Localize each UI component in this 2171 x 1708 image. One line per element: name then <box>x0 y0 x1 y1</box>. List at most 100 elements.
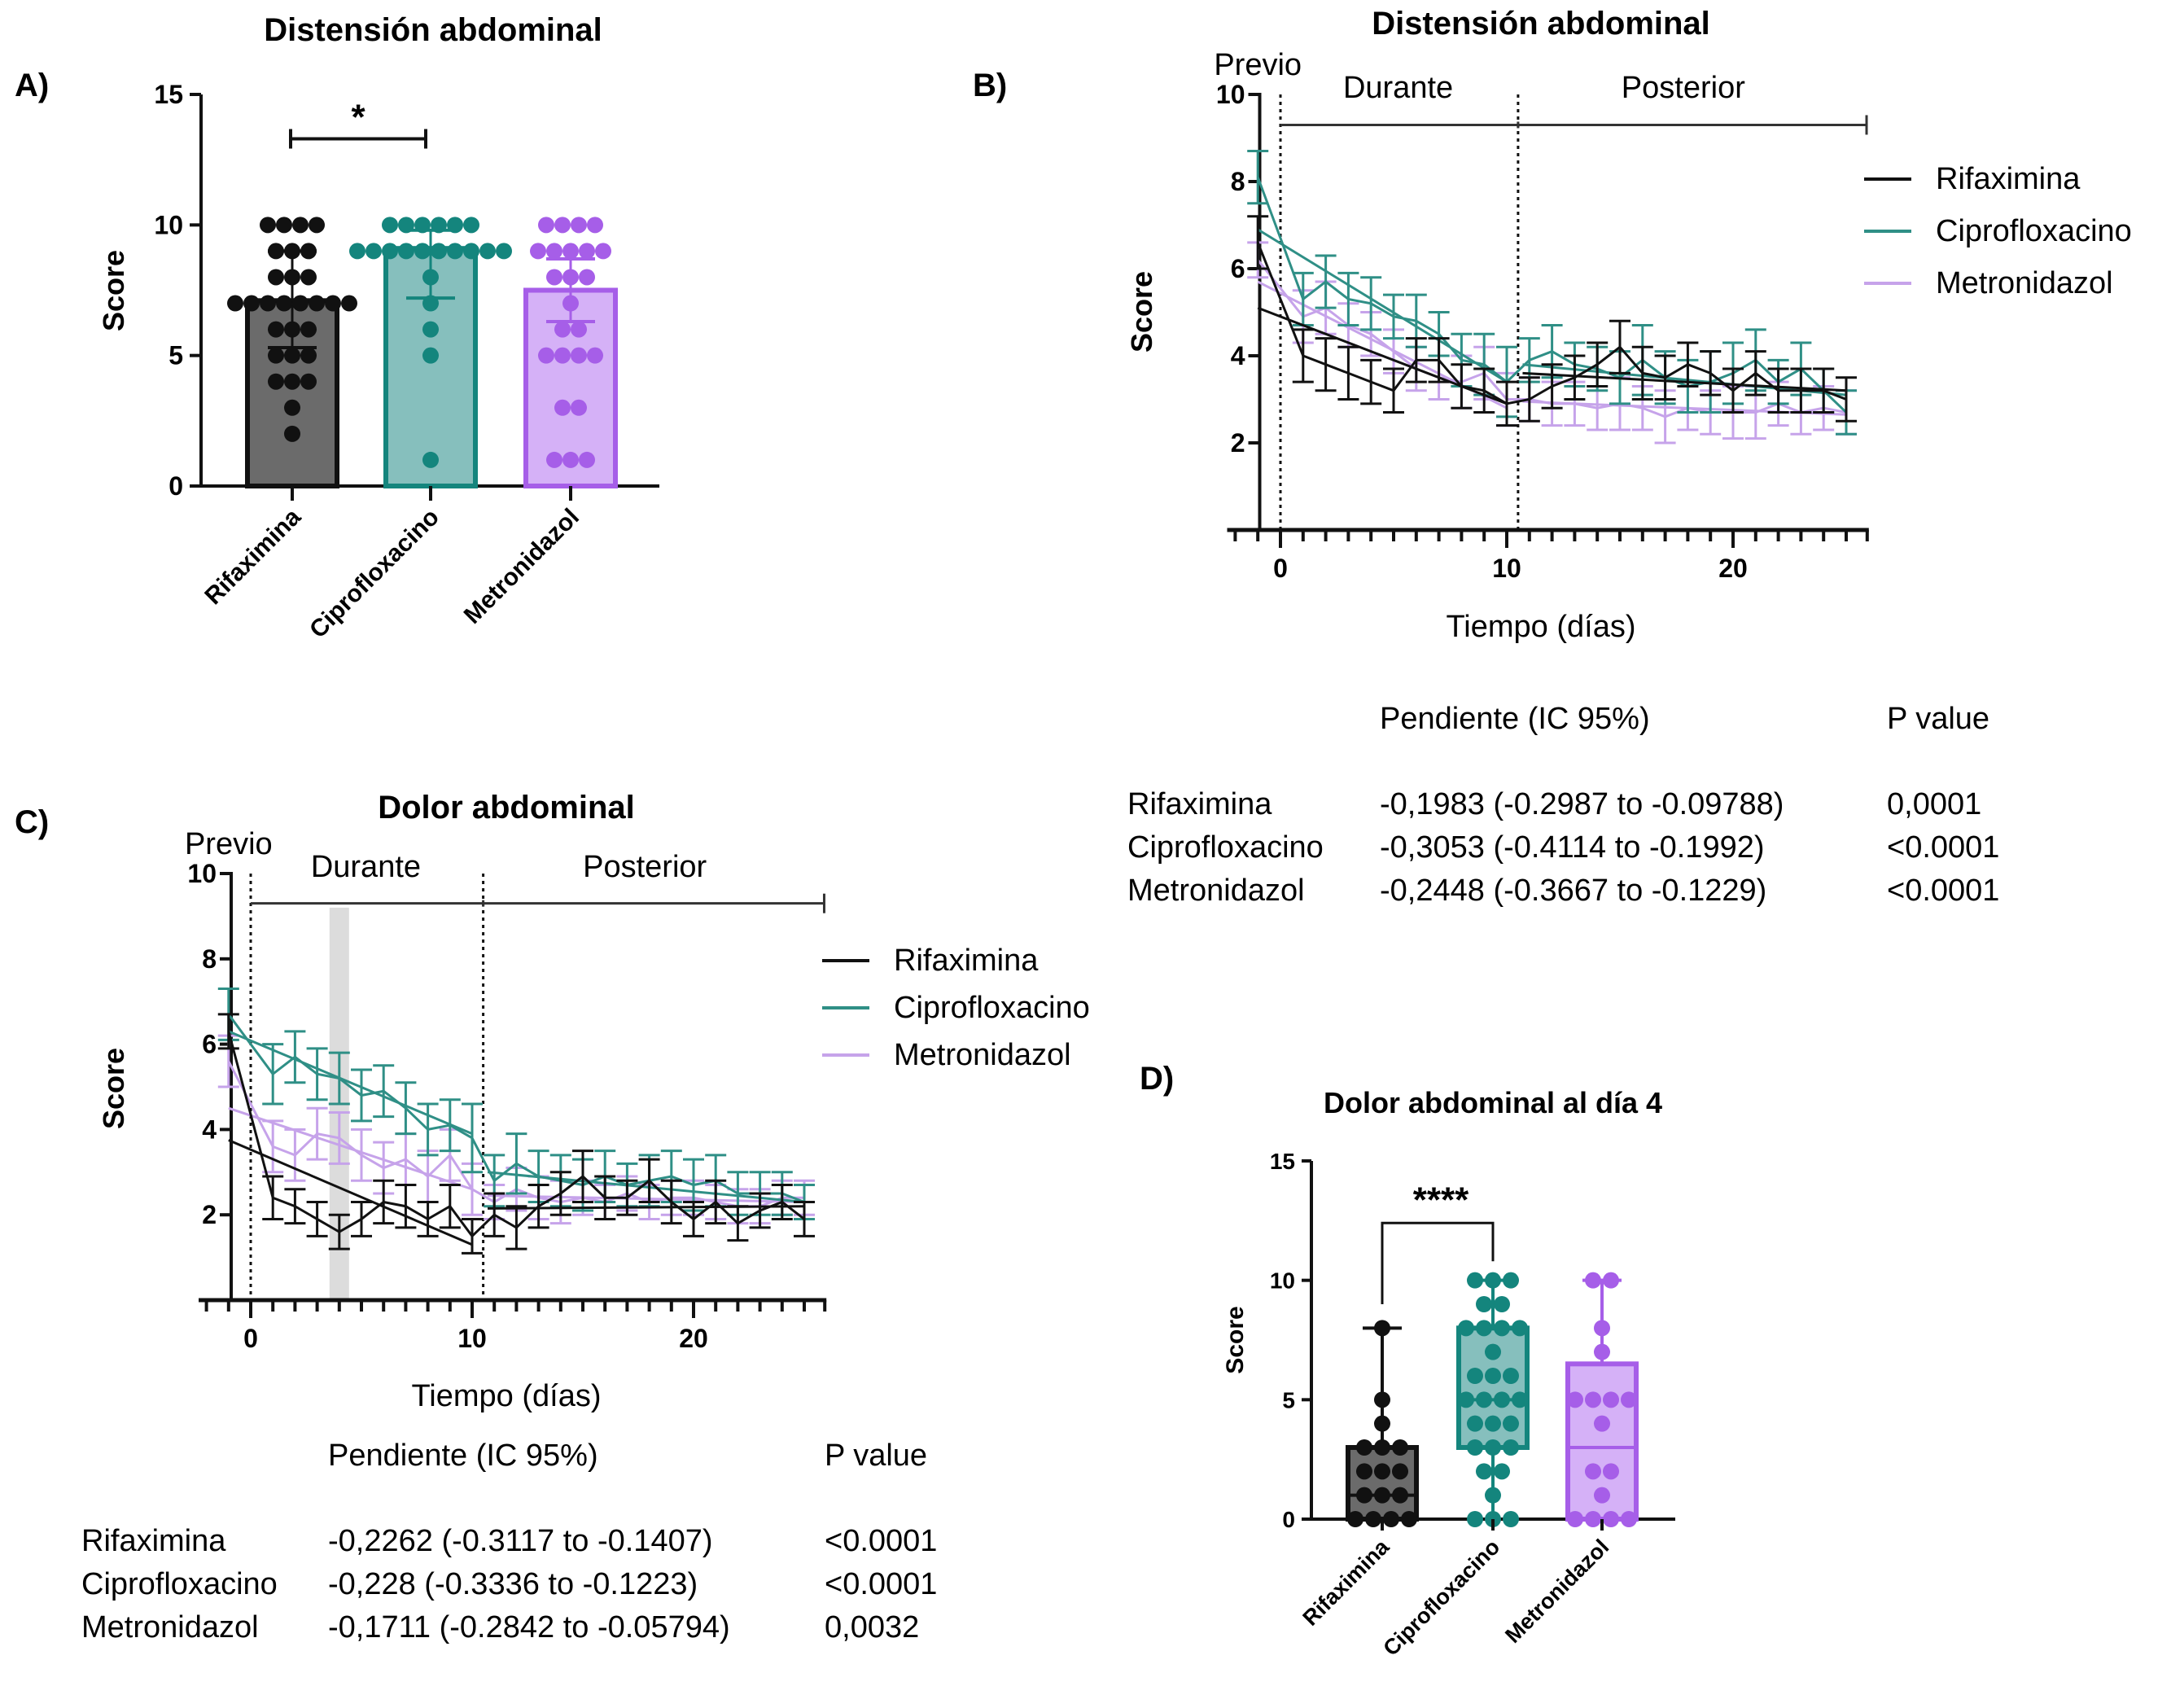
panel-b-stats-table: Pendiente (IC 95%) P value Rifaximina -0,19… <box>1127 702 1999 908</box>
data-point <box>1512 1320 1528 1337</box>
y-tick-label: 4 <box>202 1115 217 1144</box>
series-rifaximina <box>217 1013 815 1255</box>
data-point <box>1603 1463 1619 1480</box>
data-point <box>398 243 414 260</box>
data-point <box>554 321 571 338</box>
phase-label-durante: Durante <box>1343 71 1453 105</box>
stats-row-drug: Metronidazol <box>81 1610 259 1644</box>
x-category-label: Metronidazol <box>1500 1535 1613 1648</box>
data-point <box>1585 1272 1601 1289</box>
legend-label: Metronidazol <box>894 1038 1071 1072</box>
data-point <box>414 243 431 260</box>
data-point <box>1476 1296 1492 1312</box>
x-category-label: Rifaximina <box>199 503 306 610</box>
data-point <box>1485 1487 1501 1504</box>
y-tick-label: 10 <box>1270 1268 1295 1294</box>
y-tick-label: 10 <box>1216 80 1245 109</box>
data-point <box>579 243 595 260</box>
box-metronidazol <box>1565 1272 1639 1527</box>
panel-b-label: B) <box>973 68 1007 103</box>
stats-row-pvalue: <0.0001 <box>1887 874 1999 908</box>
data-point <box>284 243 300 260</box>
data-point <box>398 217 414 234</box>
data-point <box>422 321 439 338</box>
legend-label: Ciprofloxacino <box>1936 214 2132 248</box>
regression-line-posterior <box>487 1171 805 1203</box>
data-point <box>1621 1391 1637 1408</box>
data-point <box>571 399 587 416</box>
data-point <box>292 295 309 312</box>
box-rifaximina <box>1346 1320 1419 1527</box>
stats-row-pvalue: 0,0032 <box>825 1610 919 1644</box>
data-point <box>284 269 300 286</box>
data-point <box>284 347 300 364</box>
y-tick-label: 4 <box>1231 341 1245 370</box>
stats-row-drug: Ciprofloxacino <box>81 1567 278 1601</box>
data-point <box>1594 1415 1610 1432</box>
panel-a: A) Distensión abdominal Score 0 5 10 15 Rif… <box>15 12 659 643</box>
data-point <box>1494 1463 1510 1480</box>
data-point <box>227 295 243 312</box>
data-point <box>546 451 562 468</box>
data-point <box>1347 1511 1363 1527</box>
data-point <box>1485 1343 1501 1360</box>
data-point <box>1567 1391 1583 1408</box>
data-point <box>300 269 317 286</box>
data-point <box>1374 1463 1390 1480</box>
x-tick-label: 0 <box>243 1324 258 1353</box>
data-point <box>1374 1391 1390 1408</box>
data-point <box>530 243 546 260</box>
y-tick-label: 2 <box>1231 428 1245 458</box>
data-point <box>1603 1272 1619 1289</box>
data-point <box>284 373 300 390</box>
stats-row-drug: Ciprofloxacino <box>1127 830 1324 865</box>
data-point <box>447 217 463 234</box>
panel-c-xlabel: Tiempo (días) <box>412 1379 602 1413</box>
stats-row-slope: -0,1983 (-0.2987 to -0.09788) <box>1380 787 1784 821</box>
stats-header-slope: Pendiente (IC 95%) <box>1380 702 1650 736</box>
x-tick-label: 10 <box>457 1324 487 1353</box>
data-point <box>546 269 562 286</box>
data-point <box>1485 1368 1501 1384</box>
data-point <box>325 295 341 312</box>
panel-a-label: A) <box>15 68 49 103</box>
data-point <box>587 217 603 234</box>
stats-header-slope: Pendiente (IC 95%) <box>328 1439 598 1473</box>
panel-d-ylabel: Score <box>1222 1306 1249 1373</box>
phase-label-posterior: Posterior <box>583 850 707 884</box>
panel-b-title: Distensión abdominal <box>1372 6 1710 42</box>
data-point <box>414 217 431 234</box>
x-tick-label: 0 <box>1273 554 1288 583</box>
panel-c-stats-table: Pendiente (IC 95%) P value Rifaximina -0,22… <box>81 1439 937 1644</box>
data-point <box>447 243 463 260</box>
phase-label-previo: Previo <box>1214 48 1302 82</box>
x-category-label: Rifaximina <box>1298 1534 1394 1630</box>
y-tick-label: 10 <box>154 210 183 239</box>
data-point <box>1567 1511 1583 1527</box>
x-tick-label: 20 <box>1718 554 1748 583</box>
data-point <box>1603 1391 1619 1408</box>
legend-label: Rifaximina <box>894 944 1039 978</box>
mean-line <box>1256 177 1848 414</box>
stats-header-pvalue: P value <box>1887 702 1989 736</box>
panel-c-ylabel: Score <box>97 1048 130 1129</box>
data-point <box>268 347 284 364</box>
data-point <box>300 243 317 260</box>
data-point <box>341 295 357 312</box>
stats-row-pvalue: <0.0001 <box>1887 830 1999 865</box>
data-point <box>382 217 398 234</box>
data-point <box>1467 1439 1483 1456</box>
data-point <box>422 451 439 468</box>
stats-row-slope: -0,1711 (-0.2842 to -0.05794) <box>328 1610 730 1644</box>
data-point <box>309 295 325 312</box>
y-tick-label: 8 <box>202 944 217 974</box>
data-point <box>562 243 579 260</box>
data-point <box>1383 1511 1399 1527</box>
data-point <box>1374 1415 1390 1432</box>
data-point <box>1476 1463 1492 1480</box>
panel-a-title: Distensión abdominal <box>264 12 602 48</box>
x-category-label: Ciprofloxacino <box>304 504 444 644</box>
regression-line-durante <box>1257 306 1508 405</box>
data-point <box>268 373 284 390</box>
significance-bracket <box>1381 1221 1495 1304</box>
